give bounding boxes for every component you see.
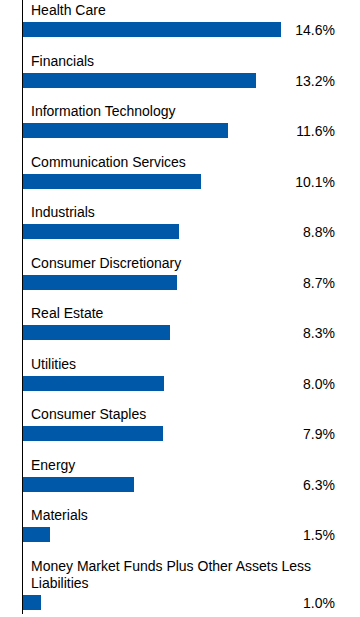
category-label: Real Estate (31, 305, 329, 322)
data-label: 1.0% (275, 595, 335, 612)
bar (23, 477, 134, 492)
data-label: 14.6% (275, 22, 335, 39)
axis-line (22, 0, 23, 614)
data-label: 7.9% (275, 426, 335, 443)
category-label: Consumer Discretionary (31, 255, 329, 272)
bar (23, 376, 164, 391)
category-label: Money Market Funds Plus Other Assets Les… (31, 558, 329, 592)
bar (23, 123, 228, 138)
category-label: Communication Services (31, 154, 329, 171)
bar (23, 224, 179, 239)
data-label: 8.0% (275, 376, 335, 393)
data-label: 11.6% (275, 123, 335, 140)
category-label: Utilities (31, 356, 329, 373)
bar (23, 275, 177, 290)
category-label: Energy (31, 457, 329, 474)
category-label: Information Technology (31, 103, 329, 120)
category-label: Health Care (31, 2, 329, 19)
data-label: 6.3% (275, 477, 335, 494)
bar (23, 325, 170, 340)
data-label: 8.8% (275, 224, 335, 241)
bar (23, 595, 41, 610)
data-label: 13.2% (275, 73, 335, 90)
bar (23, 426, 163, 441)
category-label: Consumer Staples (31, 406, 329, 423)
data-label: 1.5% (275, 527, 335, 544)
data-label: 8.7% (275, 275, 335, 292)
bar (23, 73, 256, 88)
category-label: Materials (31, 507, 329, 524)
data-label: 8.3% (275, 325, 335, 342)
category-label: Financials (31, 53, 329, 70)
category-label: Industrials (31, 204, 329, 221)
data-label: 10.1% (275, 174, 335, 191)
bar (23, 174, 201, 189)
bar (23, 527, 50, 542)
bar (23, 22, 281, 37)
